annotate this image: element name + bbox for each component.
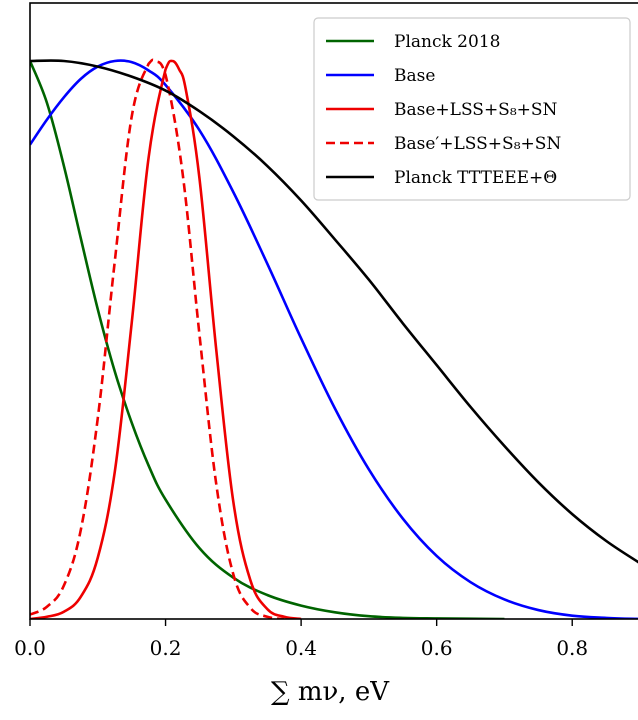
x-tick-label: 0.6 xyxy=(421,636,453,660)
legend-label: Planck 2018 xyxy=(394,32,500,52)
legend-label: Base xyxy=(394,66,435,86)
x-tick-label: 0.0 xyxy=(14,636,46,660)
x-axis: 0.0 0.2 0.4 0.6 0.8 xyxy=(14,619,588,660)
legend-box xyxy=(313,17,631,201)
series-layer xyxy=(30,58,638,619)
legend-label: Planck TTTEEE+Θ xyxy=(394,168,557,188)
legend-label: Base+LSS+S₈+SN xyxy=(394,100,558,120)
plot-frame xyxy=(29,2,638,620)
series-line-2 xyxy=(30,59,638,619)
series-line-5 xyxy=(30,59,638,564)
legend: Planck 2018 Base Base+LSS+S₈+SN Base′+LSS+S… xyxy=(313,17,631,201)
series-line-1 xyxy=(30,60,505,619)
x-tick-label: 0.8 xyxy=(556,636,588,660)
x-tick-label: 0.2 xyxy=(150,636,182,660)
legend-label: Base′+LSS+S₈+SN xyxy=(394,134,561,154)
x-axis-label: ∑ mν, eV xyxy=(271,677,390,707)
plot-border xyxy=(29,2,638,620)
series-line-4 xyxy=(30,58,285,619)
x-tick-label: 0.4 xyxy=(285,636,317,660)
series-line-3 xyxy=(30,59,302,619)
